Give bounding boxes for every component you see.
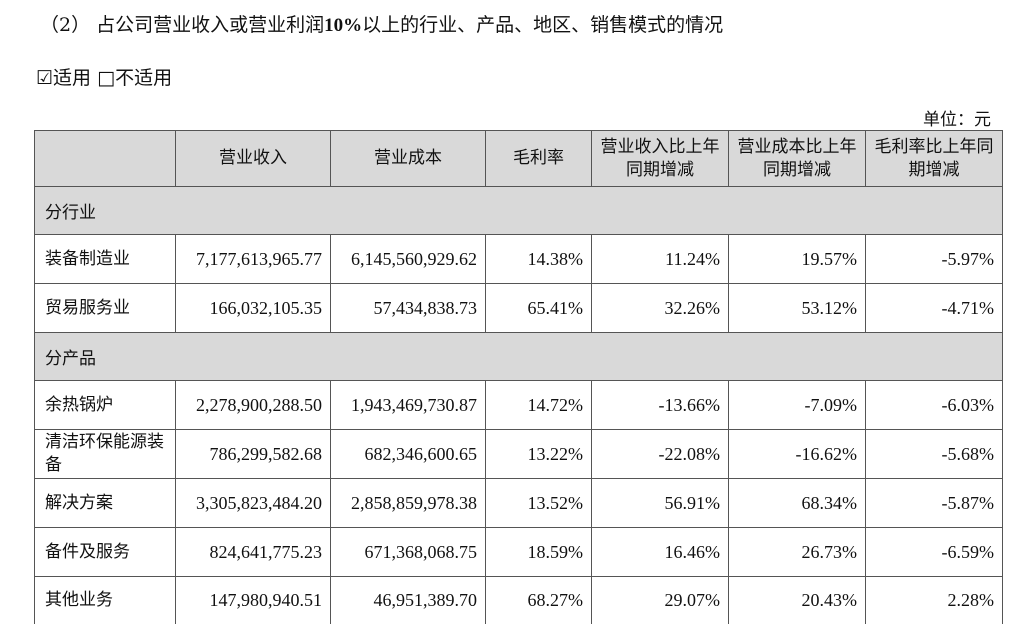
table-cell: 786,299,582.68 — [175, 429, 331, 479]
table-cell: -5.68% — [865, 429, 1003, 479]
table-row: 其他业务 147,980,940.51 46,951,389.70 68.27% 29.… — [34, 576, 1003, 624]
table-cell: -6.59% — [865, 527, 1003, 577]
column-header: 营业成本比上年同期增减 — [728, 130, 866, 187]
heading-suffix: 以上的行业、产品、地区、销售模式的情况 — [362, 14, 724, 36]
applicable-label: 适用 — [53, 67, 92, 89]
table-row: 余热锅炉 2,278,900,288.50 1,943,469,730.87 14.7… — [34, 380, 1003, 430]
row-label: 余热锅炉 — [34, 380, 176, 430]
row-label: 贸易服务业 — [34, 283, 176, 333]
column-header: 营业成本 — [330, 130, 486, 187]
heading-prefix: （2） 占公司营业收入或营业利润 — [40, 14, 325, 36]
table-cell: -4.71% — [865, 283, 1003, 333]
row-label: 清洁环保能源装备 — [34, 429, 176, 479]
table-cell: 2.28% — [865, 576, 1003, 624]
table-row: 贸易服务业 166,032,105.35 57,434,838.73 65.41% 32… — [34, 283, 1003, 333]
table-cell: 14.38% — [485, 234, 592, 284]
table-cell: 3,305,823,484.20 — [175, 478, 331, 528]
column-header: 毛利率比上年同期增减 — [865, 130, 1003, 187]
checked-checkbox-icon: ☑ — [36, 67, 54, 89]
row-label: 解决方案 — [34, 478, 176, 528]
table-cell: -6.03% — [865, 380, 1003, 430]
column-header: 营业收入 — [175, 130, 331, 187]
table-cell: 147,980,940.51 — [175, 576, 331, 624]
table-cell: 20.43% — [728, 576, 866, 624]
table-cell: -22.08% — [591, 429, 729, 479]
table-cell: 68.34% — [728, 478, 866, 528]
table-cell: -5.87% — [865, 478, 1003, 528]
table-cell: 16.46% — [591, 527, 729, 577]
table-cell: 46,951,389.70 — [330, 576, 486, 624]
table-cell: 29.07% — [591, 576, 729, 624]
table-cell: 19.57% — [728, 234, 866, 284]
table-cell: 6,145,560,929.62 — [330, 234, 486, 284]
table-row: 装备制造业 7,177,613,965.77 6,145,560,929.62 14.… — [34, 234, 1003, 284]
table-cell: -13.66% — [591, 380, 729, 430]
table-cell: 1,943,469,730.87 — [330, 380, 486, 430]
table-cell: 56.91% — [591, 478, 729, 528]
table-cell: -7.09% — [728, 380, 866, 430]
table-cell: -16.62% — [728, 429, 866, 479]
revenue-breakdown-table: 营业收入 营业成本 毛利率 营业收入比上年同期增减 营业成本比上年同期增减 毛利率比上年同… — [34, 130, 1003, 624]
heading-bold: 10% — [324, 15, 363, 36]
table-cell: 682,346,600.65 — [330, 429, 486, 479]
table-cell: 65.41% — [485, 283, 592, 333]
table-cell: 53.12% — [728, 283, 866, 333]
section-row: 分行业 — [34, 186, 1003, 235]
row-label: 其他业务 — [34, 576, 176, 624]
table-cell: 11.24% — [591, 234, 729, 284]
table-row: 备件及服务 824,641,775.23 671,368,068.75 18.59% 1… — [34, 527, 1003, 577]
table-cell: 14.72% — [485, 380, 592, 430]
table-cell: 13.22% — [485, 429, 592, 479]
row-label: 装备制造业 — [34, 234, 176, 284]
not-applicable-label: 不适用 — [115, 67, 173, 89]
table-row: 解决方案 3,305,823,484.20 2,858,859,978.38 13.5… — [34, 478, 1003, 528]
column-header: 营业收入比上年同期增减 — [591, 130, 729, 187]
section-title: 分行业 — [34, 186, 1003, 235]
row-label: 备件及服务 — [34, 527, 176, 577]
table-cell: 13.52% — [485, 478, 592, 528]
table-cell: 26.73% — [728, 527, 866, 577]
table-row: 清洁环保能源装备 786,299,582.68 682,346,600.65 13.2… — [34, 429, 1003, 479]
table-cell: 824,641,775.23 — [175, 527, 331, 577]
table-cell: 2,858,859,978.38 — [330, 478, 486, 528]
table-header-row: 营业收入 营业成本 毛利率 营业收入比上年同期增减 营业成本比上年同期增减 毛利率比上年同… — [34, 130, 1003, 187]
table-cell: 68.27% — [485, 576, 592, 624]
table-cell: 18.59% — [485, 527, 592, 577]
applicability-options: ☑适用 □不适用 — [36, 63, 172, 90]
section-title: 分产品 — [34, 332, 1003, 381]
column-header: 毛利率 — [485, 130, 592, 187]
column-header — [34, 130, 176, 187]
section-row: 分产品 — [34, 332, 1003, 381]
unchecked-checkbox-icon: □ — [97, 67, 116, 89]
table-cell: 671,368,068.75 — [330, 527, 486, 577]
section-heading: （2） 占公司营业收入或营业利润10%以上的行业、产品、地区、销售模式的情况 — [40, 10, 723, 37]
table-cell: 166,032,105.35 — [175, 283, 331, 333]
table-cell: 2,278,900,288.50 — [175, 380, 331, 430]
unit-label: 单位：元 — [923, 110, 991, 130]
table-cell: 57,434,838.73 — [330, 283, 486, 333]
table-cell: -5.97% — [865, 234, 1003, 284]
table-cell: 32.26% — [591, 283, 729, 333]
table-cell: 7,177,613,965.77 — [175, 234, 331, 284]
